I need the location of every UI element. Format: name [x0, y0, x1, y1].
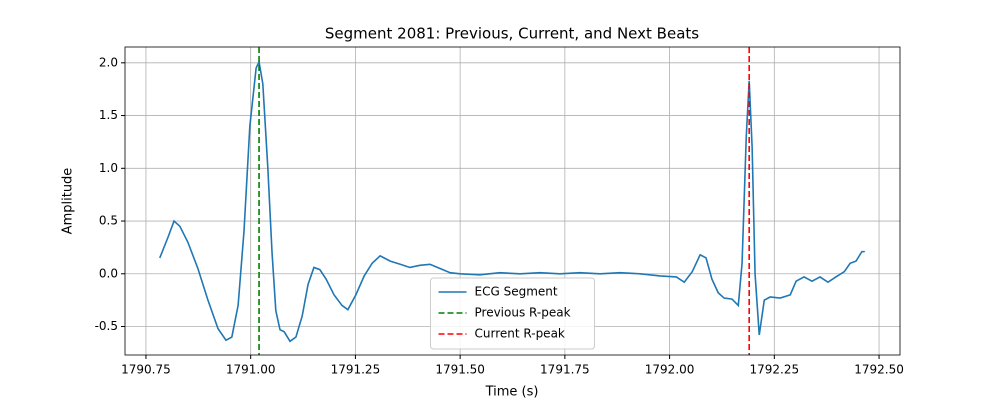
legend-label: Current R-peak: [475, 327, 565, 341]
chart-title: Segment 2081: Previous, Current, and Nex…: [325, 25, 699, 43]
y-axis-label: Amplitude: [61, 168, 76, 235]
x-tick-label: 1792.00: [645, 363, 695, 377]
x-tick-label: 1791.50: [435, 363, 485, 377]
x-axis-label: Time (s): [485, 385, 539, 400]
x-tick-label: 1790.75: [121, 363, 171, 377]
y-tick-label: 0.5: [99, 214, 118, 228]
y-tick-label: 1.0: [99, 161, 118, 175]
x-tick-label: 1792.25: [750, 363, 800, 377]
ecg-line: [159, 59, 865, 343]
legend-box: [430, 277, 595, 350]
y-tick-label: 1.5: [99, 108, 118, 122]
x-tick-label: 1792.50: [854, 363, 904, 377]
y-tick-label: 0.0: [99, 266, 118, 280]
x-tick-label: 1791.00: [226, 363, 276, 377]
y-tick-label: 2.0: [99, 55, 118, 69]
x-tick-label: 1791.25: [331, 363, 381, 377]
legend-label: ECG Segment: [475, 285, 558, 299]
x-tick-label: 1791.75: [540, 363, 590, 377]
y-tick-label: -0.5: [95, 319, 118, 333]
legend-label: Previous R-peak: [475, 306, 571, 320]
plot-frame: [124, 46, 901, 356]
